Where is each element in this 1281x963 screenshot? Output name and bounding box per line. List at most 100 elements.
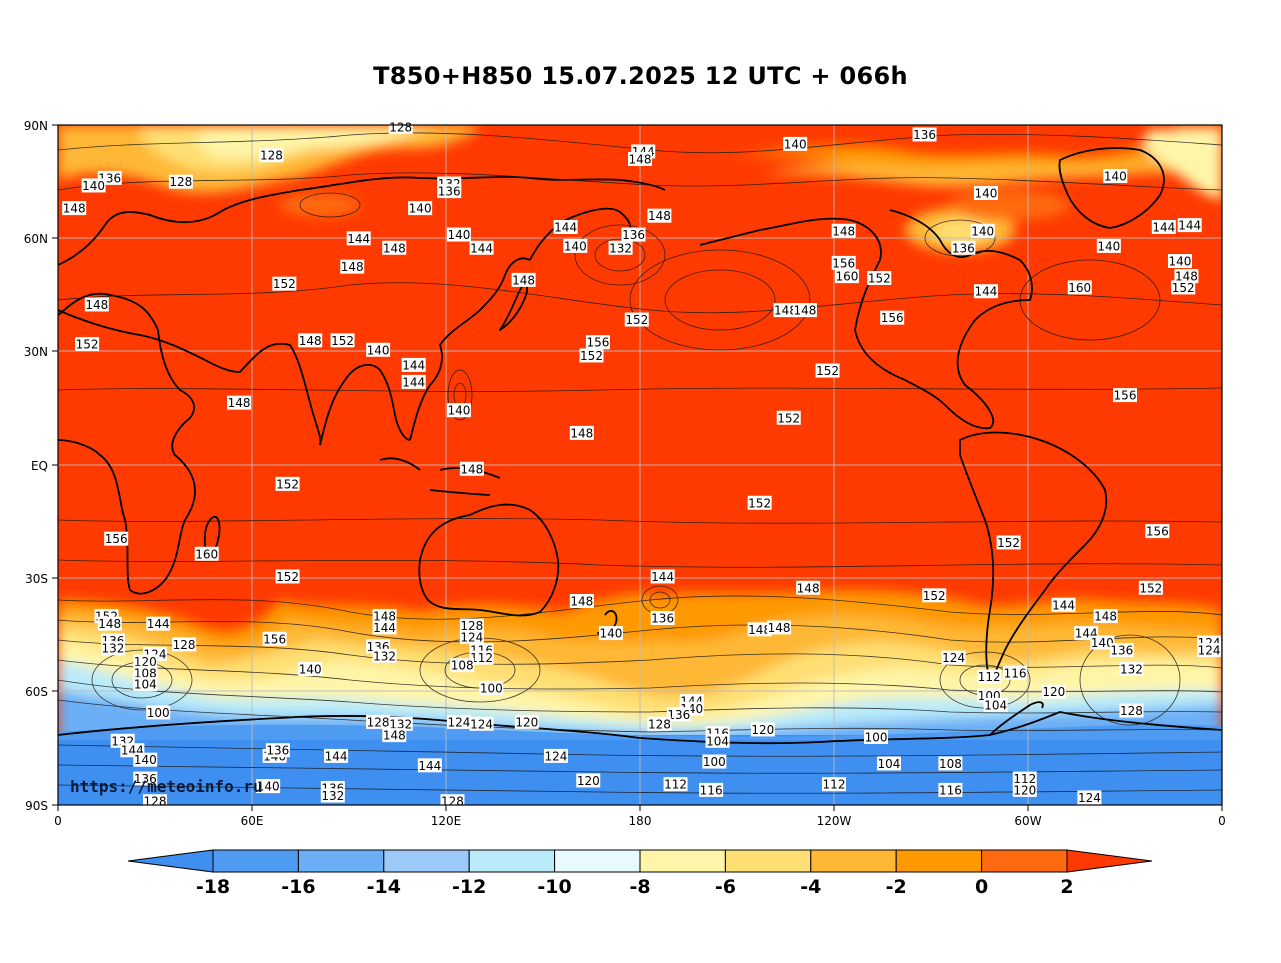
contour-label-box: [514, 714, 539, 729]
contour-label: 140: [133, 752, 158, 767]
contour-label: 112: [977, 669, 1002, 684]
contour-label-box: [417, 758, 442, 773]
x-tick-label: 120E: [431, 814, 462, 828]
contour-label: 128: [143, 794, 167, 809]
contour-label-box: [973, 284, 998, 299]
contour-label-text: 120: [751, 723, 774, 737]
contour-label-text: 108: [134, 666, 157, 680]
contour-label: 148: [796, 580, 821, 595]
contour-label: 152: [272, 276, 297, 291]
contour-label: 140: [408, 201, 433, 216]
contour-label: 136: [666, 707, 691, 722]
contour-label-box: [1051, 597, 1076, 612]
contour-label-box: [1109, 643, 1134, 658]
contour-label-text: 152: [1172, 281, 1195, 295]
contour-label-box: [81, 178, 106, 193]
contour-label-box: [579, 348, 604, 363]
contour-label-text: 128: [367, 715, 390, 729]
contour-label-box: [298, 333, 323, 348]
contour-label: 156: [262, 631, 287, 646]
contour-label: 148: [97, 616, 122, 631]
x-tick-label: 0: [54, 814, 62, 828]
contour-label-text: 140: [409, 202, 432, 216]
contour-label-text: 148: [228, 396, 251, 410]
contour-label: 144: [417, 758, 442, 773]
contour-label-text: 148: [85, 298, 108, 312]
contour-label-text: 148: [299, 334, 322, 348]
contour-label-box: [563, 238, 588, 253]
contour-label-text: 144: [418, 759, 441, 773]
contour-label-box: [650, 611, 675, 625]
contour-labels: 1281281281361401481321361401441481401361…: [62, 119, 1222, 809]
contour-label-text: 108: [451, 659, 474, 673]
contour-label: 144: [1151, 220, 1176, 235]
contour-label-box: [796, 580, 821, 595]
contour-label: 152: [330, 333, 355, 348]
contour-label-box: [459, 461, 484, 476]
contour-label: 144: [973, 284, 998, 299]
contour-label-text: 128: [389, 120, 412, 134]
contour-label: 144: [469, 240, 494, 255]
contour-label-box: [446, 714, 471, 729]
contour-label-text: 100: [703, 755, 726, 769]
contour-label-text: 152: [868, 272, 891, 286]
contour-label: 120: [1041, 684, 1066, 699]
contour-label-text: 152: [923, 589, 946, 603]
contour-label: 140: [970, 223, 995, 238]
contour-label-text: 148: [63, 202, 86, 216]
contour-label-box: [1012, 782, 1037, 797]
contour-label-text: 156: [1114, 389, 1137, 403]
contour-label-text: 144: [402, 375, 425, 389]
contour-label: 120: [514, 714, 539, 729]
contour-label-text: 132: [373, 649, 396, 663]
contour-label-box: [650, 569, 675, 584]
contour-label: 148: [831, 223, 856, 238]
contour-label-box: [621, 227, 646, 242]
contour-label-box: [1103, 169, 1128, 183]
contour-label-text: 156: [881, 311, 904, 325]
contour-label-text: 140: [975, 187, 998, 201]
contour-label-box: [459, 618, 484, 633]
contour-label-box: [831, 223, 856, 238]
contour-label: 148: [569, 425, 594, 440]
contour-label: 152: [1138, 580, 1163, 595]
y-tick-label: 60N: [24, 232, 48, 246]
contour-label-box: [1119, 703, 1144, 718]
contour-label-box: [469, 716, 494, 731]
contour-label-box: [194, 546, 219, 561]
contour-label-text: 112: [978, 670, 1001, 684]
contour-label-box: [576, 773, 601, 788]
colorbar-tick-label: -12: [452, 876, 486, 898]
contour-label-box: [401, 374, 426, 389]
contour-label: 132: [100, 641, 125, 656]
contour-label-text: 148: [341, 260, 364, 274]
colorbar-segment: [297, 849, 385, 873]
contour-label: 156: [880, 310, 905, 325]
contour-label-box: [133, 665, 158, 680]
contour-label-box: [553, 220, 578, 234]
contour-label: 148: [62, 201, 87, 216]
contour-label-text: 100: [480, 681, 503, 695]
contour-label: 140: [256, 779, 281, 794]
contour-label-box: [750, 722, 775, 737]
x-tick-label: 60E: [241, 814, 264, 828]
contour-label-box: [227, 395, 252, 410]
contour-label-text: 144: [402, 358, 425, 372]
contour-label-box: [628, 152, 652, 166]
contour-label-text: 136: [622, 228, 645, 242]
contour-label-box: [259, 148, 284, 163]
contour-label: 156: [585, 335, 610, 350]
contour-label-text: 148: [570, 595, 593, 609]
contour-label: 144: [146, 616, 171, 631]
contour-label-box: [783, 136, 808, 151]
contour-label-text: 152: [76, 338, 99, 352]
contour-label-box: [647, 208, 672, 223]
contour-label: 152: [1171, 280, 1196, 295]
contour-label: 112: [1012, 771, 1037, 786]
colorbar: -18 -16 -14 -12 -10 -8 -6 -4 -2 0 2: [127, 849, 1153, 898]
contour-label-text: 124: [942, 651, 965, 665]
contour-label-text: 120: [134, 655, 157, 669]
contour-label: 140: [1090, 635, 1115, 650]
contour-label-box: [569, 425, 594, 440]
contour-label-text: 124: [460, 630, 483, 644]
